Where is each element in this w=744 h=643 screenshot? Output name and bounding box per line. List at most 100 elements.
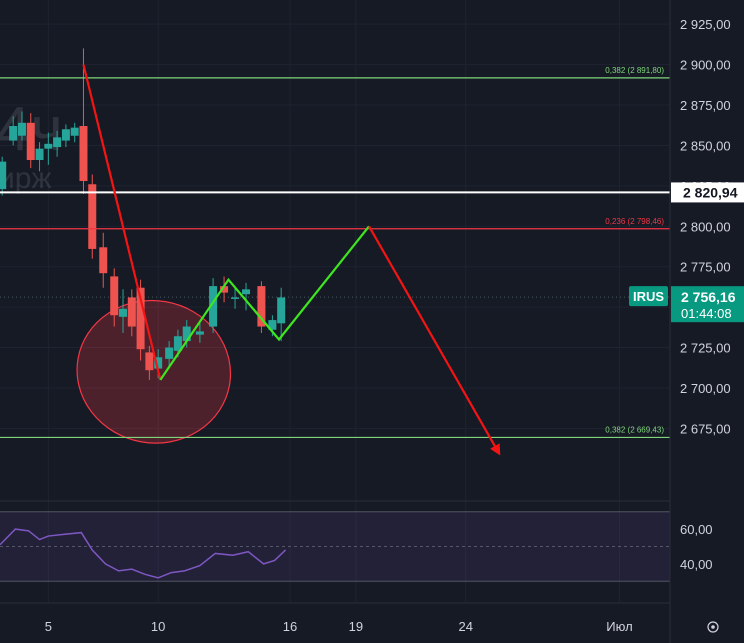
candle xyxy=(35,142,44,172)
time-tick-label: Июл xyxy=(606,619,632,634)
candle xyxy=(0,156,7,196)
time-axis: 5 10 16 19 24 Июл xyxy=(45,619,633,634)
candle xyxy=(26,113,35,169)
candle-body xyxy=(136,287,145,350)
candle xyxy=(110,268,119,327)
candle xyxy=(277,287,286,342)
candle xyxy=(136,279,145,361)
watermark-subtitle: ирж xyxy=(0,162,52,195)
candle-body xyxy=(99,247,108,274)
candle-body xyxy=(165,347,174,359)
price-tick-label: 2 925,00 xyxy=(680,17,731,32)
time-tick-label: 24 xyxy=(458,619,472,634)
time-tick-label: 10 xyxy=(151,619,165,634)
candle-body xyxy=(154,357,163,369)
price-tick-label: 2 800,00 xyxy=(680,219,731,234)
price-level-tag-text: 2 820,94 xyxy=(683,184,738,200)
rsi-tick-label: 60,00 xyxy=(680,522,713,537)
settings-icon[interactable] xyxy=(707,621,719,633)
candle xyxy=(145,345,154,380)
candle-body xyxy=(53,137,62,148)
candle-body xyxy=(127,297,136,327)
fib-level-label: 0,236 (2 798,46) xyxy=(605,217,664,226)
settings-icon-dot xyxy=(711,625,715,629)
rsi-pane xyxy=(0,500,670,604)
candle-body xyxy=(209,286,218,327)
candle xyxy=(231,287,240,309)
candles xyxy=(0,48,286,380)
candle-body xyxy=(44,143,53,149)
green-zigzag-path xyxy=(159,225,370,381)
candle-body xyxy=(119,308,128,317)
current-price-countdown: 01:44:08 xyxy=(681,306,732,321)
fib-level-label: 0,382 (2 891,80) xyxy=(605,66,664,75)
rsi-line xyxy=(0,528,287,579)
candle xyxy=(119,289,128,334)
price-tick-label: 2 850,00 xyxy=(680,138,731,153)
settings-icon-ring xyxy=(707,621,719,633)
candle xyxy=(220,276,229,303)
candle-body xyxy=(0,161,7,190)
current-price-value: 2 756,16 xyxy=(681,289,736,305)
candle-body xyxy=(220,286,229,293)
price-tick-label: 2 675,00 xyxy=(680,421,731,436)
candle-body xyxy=(61,129,70,141)
candle-body xyxy=(26,122,35,160)
ellipse-drawing xyxy=(76,299,232,444)
candle xyxy=(195,323,204,343)
price-axis: 2 925,002 900,002 875,002 850,002 825,00… xyxy=(629,17,744,572)
candle-body xyxy=(277,297,286,324)
time-tick-label: 16 xyxy=(283,619,297,634)
candle xyxy=(99,232,108,288)
price-level-tag: 2 820,94 xyxy=(671,182,744,203)
candle-body xyxy=(242,289,251,295)
candle xyxy=(61,124,70,148)
candle xyxy=(127,289,136,337)
candle xyxy=(53,130,62,157)
candle-body xyxy=(17,122,26,136)
candle-body xyxy=(9,126,18,141)
candle-body xyxy=(70,127,79,136)
time-tick-label: 5 xyxy=(45,619,52,634)
price-tick-label: 2 875,00 xyxy=(680,98,731,113)
price-tick-label: 2 725,00 xyxy=(680,341,731,356)
candle-body xyxy=(182,326,191,342)
candle xyxy=(257,281,266,334)
price-level-tag-bg xyxy=(671,182,744,203)
candle xyxy=(17,111,26,141)
symbol-tag-text: IRUS xyxy=(633,289,664,304)
red-forecast-arrow xyxy=(368,225,501,456)
candle-body xyxy=(173,336,182,351)
candle-body xyxy=(35,148,44,160)
price-tick-label: 2 700,00 xyxy=(680,381,731,396)
candle xyxy=(79,48,88,194)
rsi-tick-label: 40,00 xyxy=(680,557,713,572)
candle xyxy=(9,116,18,146)
candle-body xyxy=(268,320,277,330)
candle xyxy=(88,174,97,259)
horizontal-levels: 0,382 (2 891,80) 0,236 (2 798,46) 0,382 (2… xyxy=(0,66,670,439)
candle-body xyxy=(231,297,240,299)
candle-body xyxy=(257,286,266,327)
candle-body xyxy=(110,276,119,316)
rsi-band xyxy=(0,511,670,582)
time-tick-label: 19 xyxy=(349,619,363,634)
candle xyxy=(165,341,174,369)
symbol-tag-bg xyxy=(629,286,668,307)
candle-body xyxy=(79,126,88,182)
current-price-tag-bg xyxy=(671,286,744,323)
candle-body xyxy=(88,184,97,249)
red-trend-line xyxy=(82,64,162,381)
price-tick-label: 2 775,00 xyxy=(680,260,731,275)
candle xyxy=(44,132,53,165)
candle xyxy=(70,122,79,143)
candle xyxy=(209,278,218,334)
candle-body xyxy=(195,331,204,335)
fib-level-label: 0,382 (2 669,43) xyxy=(605,425,664,434)
candle xyxy=(242,282,251,311)
price-tick-label: 2 900,00 xyxy=(680,58,731,73)
